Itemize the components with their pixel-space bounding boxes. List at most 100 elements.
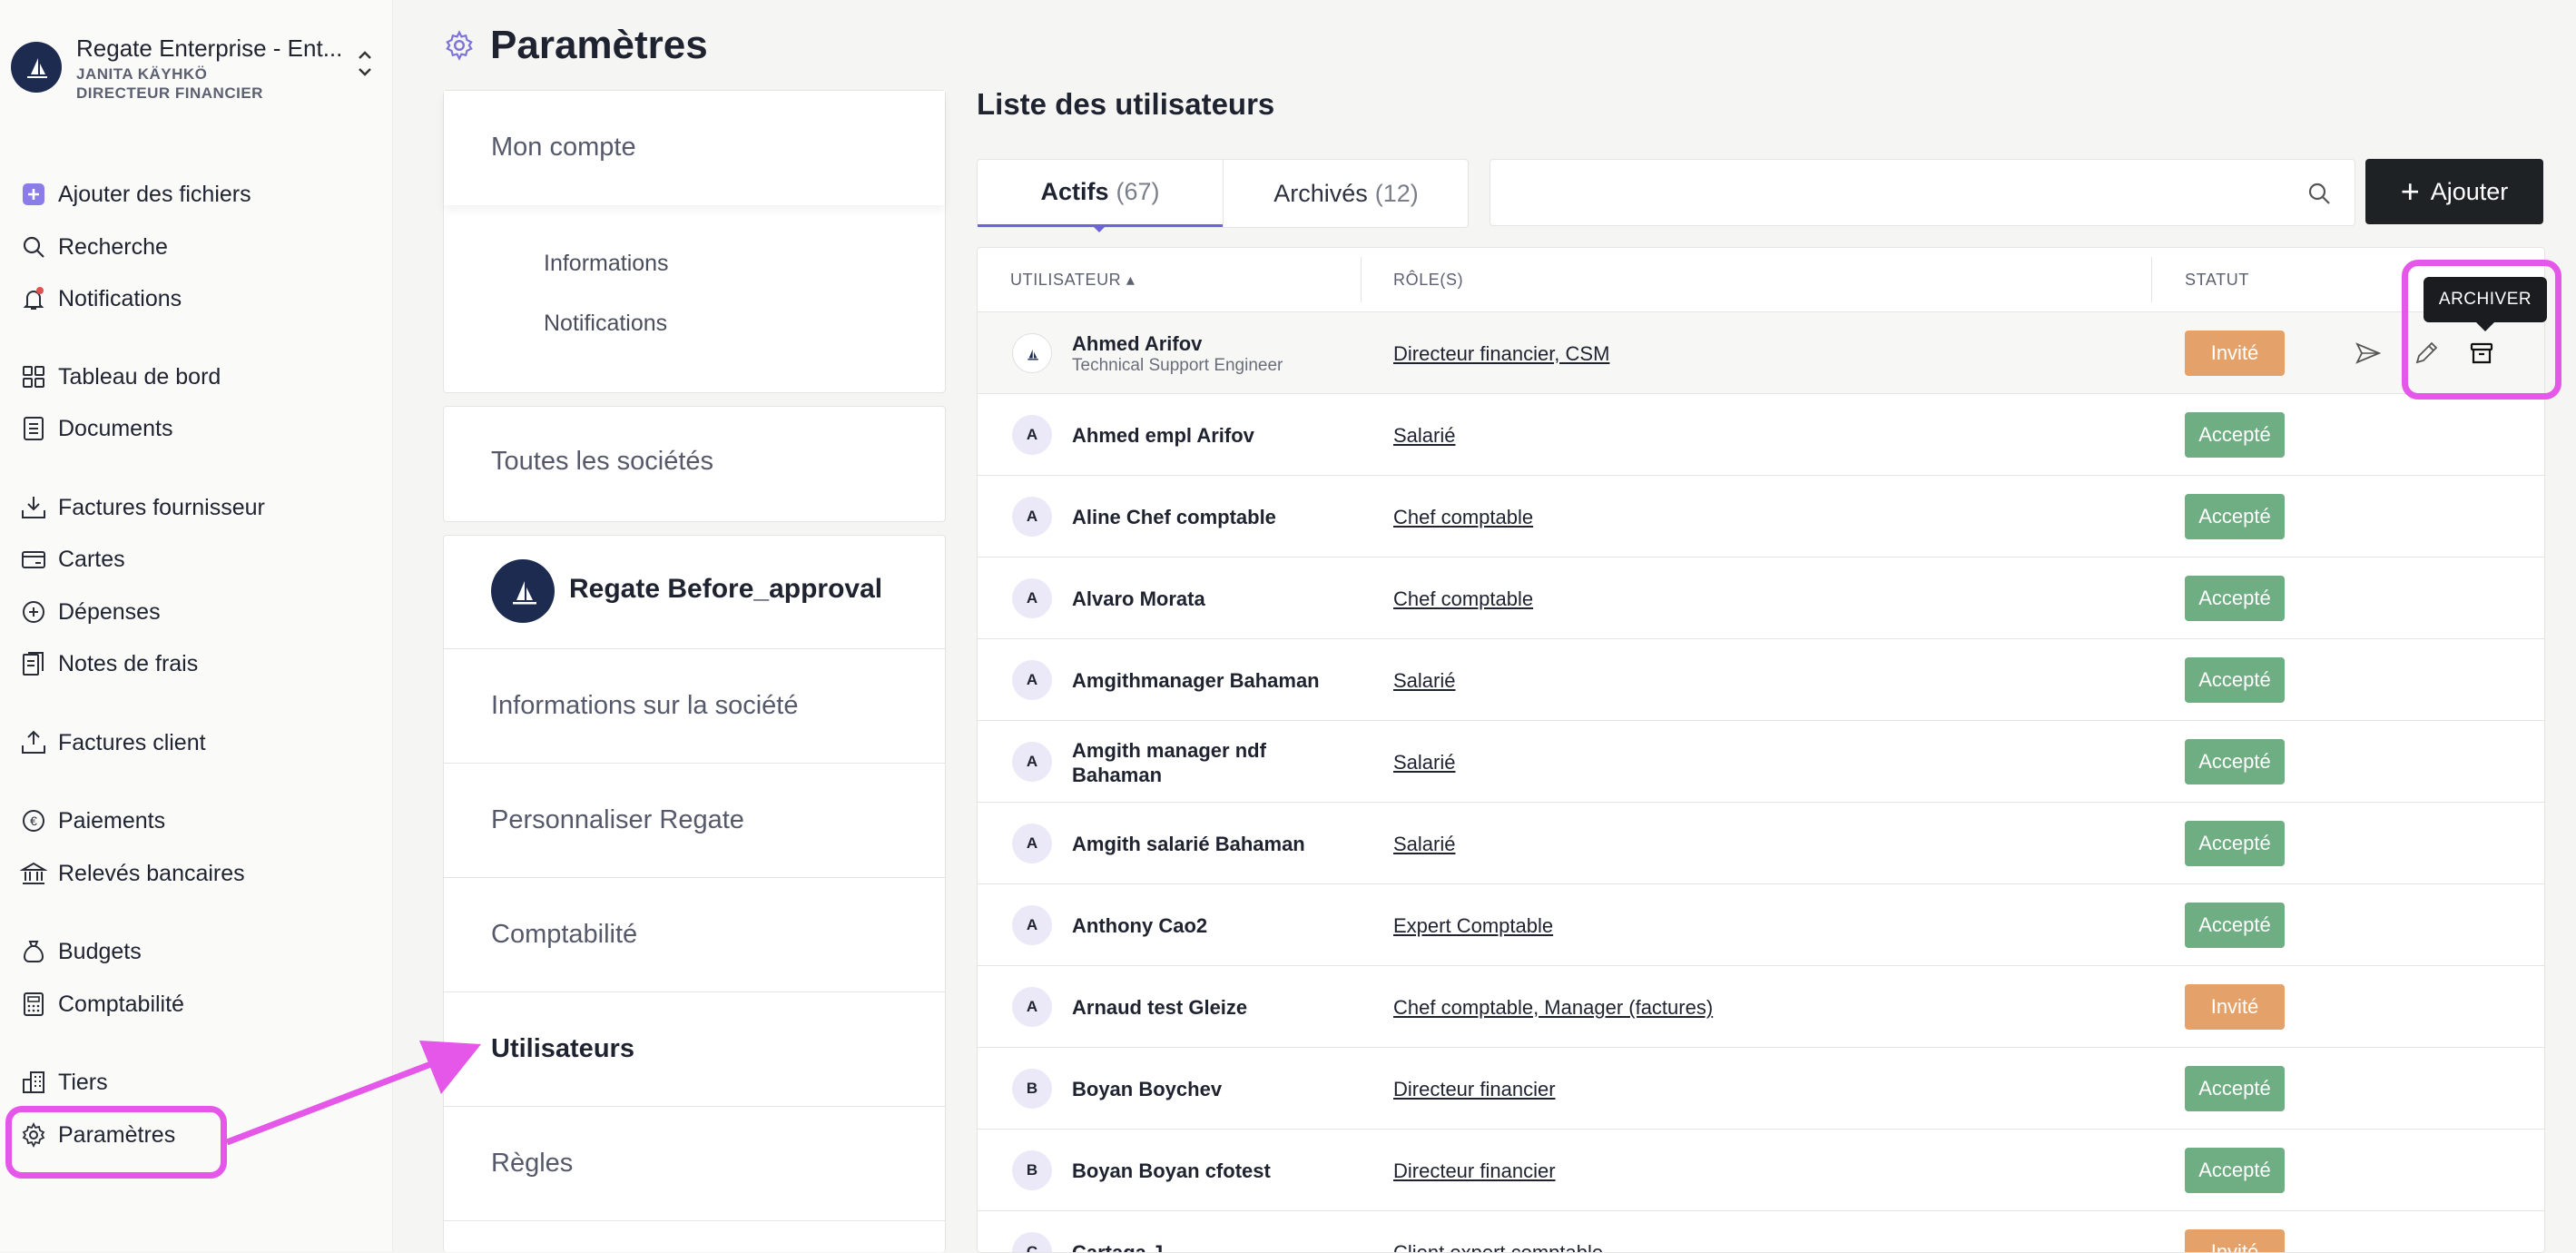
table-row[interactable]: A Arnaud test Gleize Chef comptable, Man…	[978, 965, 2544, 1048]
avatar: A	[1012, 824, 1052, 863]
highlight-parametres	[5, 1106, 227, 1179]
table-row[interactable]: A Amgithmanager Bahaman Salarié Accepté	[978, 638, 2544, 721]
tab-label: Archivés	[1273, 179, 1368, 207]
table-row[interactable]: A Amgith salarié Bahaman Salarié Accepté	[978, 802, 2544, 884]
table-row[interactable]: A Aline Chef comptable Chef comptable Ac…	[978, 475, 2544, 557]
account-header[interactable]	[444, 91, 945, 205]
sidebar-item-label: Tableau de bord	[58, 363, 221, 390]
sidebar-item-documents[interactable]: Documents	[20, 410, 172, 447]
sidebar-item-label: Factures client	[58, 729, 206, 755]
sidebar-item-tiers[interactable]: Tiers	[20, 1064, 108, 1100]
sidebar-item-label: Budgets	[58, 938, 142, 964]
sidebar-item-recherche[interactable]: Recherche	[20, 229, 168, 265]
search-icon[interactable]	[2306, 180, 2333, 207]
send-icon[interactable]	[2355, 340, 2382, 367]
user-roles[interactable]: Directeur financier	[1393, 1159, 1556, 1182]
calculator-icon	[24, 992, 44, 1016]
status-badge: Accepté	[2185, 412, 2285, 458]
menu-item-regles[interactable]: Règles	[491, 1149, 574, 1178]
sidebar-item-comptabilite[interactable]: Comptabilité	[20, 986, 184, 1022]
user-roles[interactable]: Salarié	[1393, 424, 1456, 447]
user-roles[interactable]: Salarié	[1393, 669, 1456, 692]
bank-icon	[20, 862, 47, 884]
edit-pencil-icon[interactable]	[2413, 340, 2440, 367]
sidebar-item-label: Paramètres	[58, 1121, 176, 1148]
tab-archives[interactable]: Archivés (12)	[1223, 160, 1469, 227]
company-name: Regate Before_approval	[569, 574, 883, 604]
sidebar-item-paiements[interactable]: € Paiements	[20, 803, 165, 839]
status-badge: Accepté	[2185, 739, 2285, 784]
org-switcher[interactable]: Regate Enterprise - Ent... JANITA KÄYHKÖ…	[11, 33, 374, 105]
sidebar-item-factures-fournisseur[interactable]: Factures fournisseur	[20, 489, 265, 526]
bell-icon	[23, 287, 44, 310]
euro-icon: €	[23, 810, 44, 832]
table-row[interactable]: A Anthony Cao2 Expert Comptable Accepté	[978, 883, 2544, 966]
user-name: Amgith salarié Bahaman	[1072, 833, 1305, 855]
menu-item-utilisateurs[interactable]: Utilisateurs	[491, 1034, 634, 1063]
add-user-button[interactable]: + Ajouter	[2365, 159, 2543, 224]
card-icon	[22, 551, 45, 568]
chevron-updown-icon[interactable]	[356, 45, 374, 84]
avatar: A	[1012, 987, 1052, 1027]
all-companies-card[interactable]: Toutes les sociétés	[443, 406, 946, 522]
org-user: JANITA KÄYHKÖ	[76, 65, 208, 83]
sidebar-item-label: Relevés bancaires	[58, 860, 245, 886]
user-roles[interactable]: Expert Comptable	[1393, 914, 1554, 937]
account-item-notifications[interactable]: Notifications	[544, 311, 668, 336]
sidebar: Regate Enterprise - Ent... JANITA KÄYHKÖ…	[0, 0, 393, 1251]
sidebar-item-factures-client[interactable]: Factures client	[20, 725, 206, 761]
sidebar-item-tableau-de-bord[interactable]: Tableau de bord	[20, 359, 221, 395]
table-row[interactable]: A Amgith manager ndf Bahaman Salarié Acc…	[978, 720, 2544, 803]
table-row[interactable]: A Ahmed empl Arifov Salarié Accepté	[978, 393, 2544, 476]
gear-icon	[22, 1121, 45, 1149]
avatar: A	[1012, 497, 1052, 537]
sidebar-item-cartes[interactable]: Cartes	[20, 541, 125, 577]
user-roles[interactable]: Salarié	[1393, 833, 1456, 855]
menu-item-comptabilite[interactable]: Comptabilité	[491, 920, 638, 949]
search-input[interactable]	[1509, 160, 2275, 227]
search-box[interactable]	[1490, 159, 2355, 227]
status-badge: Accepté	[2185, 821, 2285, 866]
table-row[interactable]: A Alvaro Morata Chef comptable Accepté	[978, 557, 2544, 639]
user-name: Cartaga J	[1072, 1241, 1164, 1253]
user-roles[interactable]: Directeur financier, CSM	[1393, 342, 1610, 365]
user-roles[interactable]: Chef comptable	[1393, 506, 1534, 528]
sidebar-item-releves-bancaires[interactable]: Relevés bancaires	[20, 855, 245, 892]
table-row[interactable]: Ahmed Arifov Technical Support Engineer …	[978, 311, 2544, 394]
column-header-roles: RÔLE(S)	[1393, 270, 1464, 289]
sidebar-item-label: Tiers	[58, 1069, 108, 1095]
table-row[interactable]: B Boyan Boyan cfotest Directeur financie…	[978, 1129, 2544, 1211]
plus-icon: +	[2400, 173, 2420, 210]
user-roles[interactable]: Chef comptable	[1393, 587, 1534, 610]
sidebar-item-label: Documents	[58, 415, 173, 441]
sidebar-item-ajouter-fichiers[interactable]: Ajouter des fichiers	[20, 176, 251, 212]
user-roles[interactable]: Directeur financier	[1393, 1078, 1556, 1100]
status-badge: Accepté	[2185, 494, 2285, 539]
sidebar-item-depenses[interactable]: Dépenses	[20, 594, 161, 630]
tab-count: (67)	[1116, 178, 1160, 205]
sidebar-item-parametres[interactable]: Paramètres	[20, 1117, 175, 1153]
sidebar-item-label: Dépenses	[58, 598, 161, 625]
menu-item-personnaliser[interactable]: Personnaliser Regate	[491, 805, 744, 834]
user-name: Arnaud test Gleize	[1072, 996, 1248, 1019]
menu-item-informations-societe[interactable]: Informations sur la société	[491, 691, 799, 720]
avatar: A	[1012, 742, 1052, 782]
user-roles[interactable]: Salarié	[1393, 751, 1456, 774]
account-item-informations[interactable]: Informations	[544, 251, 669, 276]
archive-icon[interactable]	[2468, 340, 2495, 367]
status-badge: Accepté	[2185, 576, 2285, 621]
status-badge: Accepté	[2185, 1066, 2285, 1111]
user-roles[interactable]: Client expert comptable	[1393, 1241, 1604, 1253]
sidebar-item-notifications[interactable]: Notifications	[20, 281, 182, 317]
user-roles[interactable]: Chef comptable, Manager (factures)	[1393, 996, 1714, 1019]
sidebar-item-budgets[interactable]: Budgets	[20, 933, 142, 970]
sidebar-item-label: Comptabilité	[58, 991, 184, 1017]
buildings-icon	[23, 1071, 44, 1093]
table-row[interactable]: C Cartaga J Client expert comptable Invi…	[978, 1210, 2544, 1253]
tab-actifs[interactable]: Actifs (67)	[978, 160, 1223, 227]
sidebar-item-notes-de-frais[interactable]: Notes de frais	[20, 646, 198, 682]
column-header-utilisateur[interactable]: UTILISATEUR ▴	[1010, 270, 1136, 289]
org-logo	[11, 42, 62, 93]
sidebar-item-label: Ajouter des fichiers	[58, 181, 251, 207]
table-row[interactable]: B Boyan Boychev Directeur financier Acce…	[978, 1047, 2544, 1130]
